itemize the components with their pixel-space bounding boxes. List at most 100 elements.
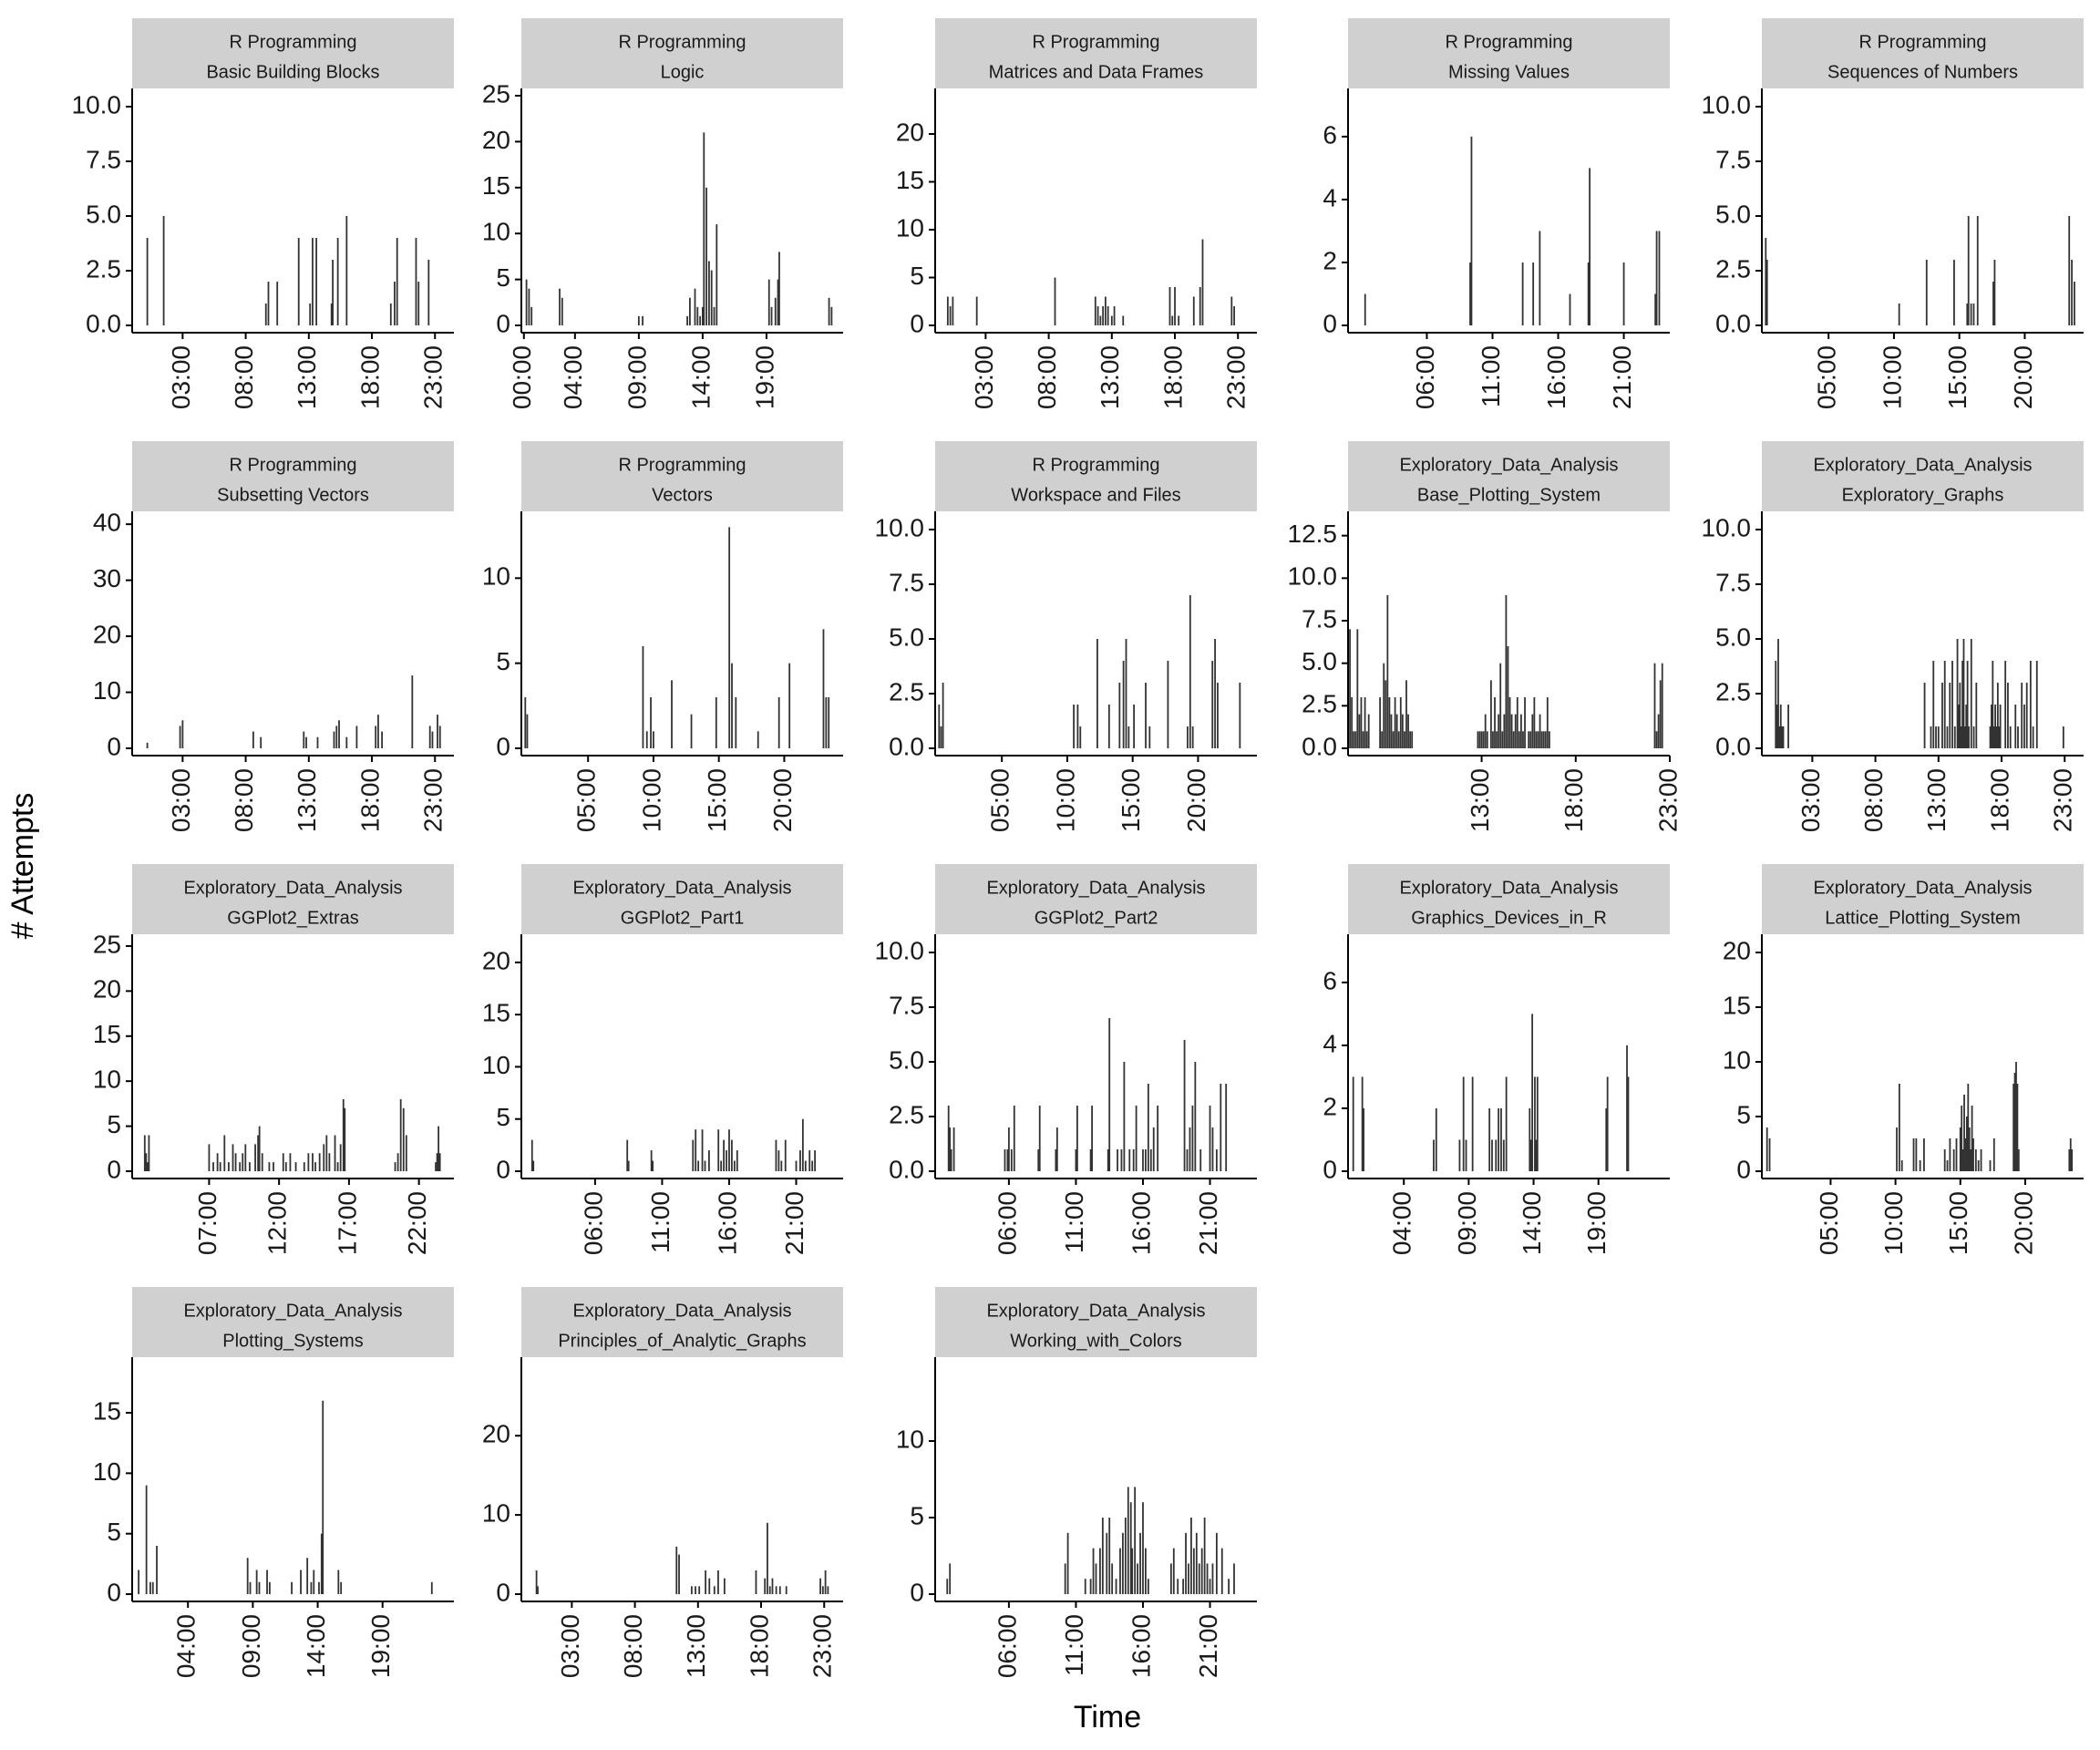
x-tick-label: 09:00 bbox=[1453, 1191, 1481, 1255]
bar bbox=[300, 1570, 302, 1594]
bar bbox=[728, 1129, 730, 1171]
strip-course-label: R Programming bbox=[229, 455, 356, 475]
bar bbox=[1125, 639, 1127, 748]
facet-panel: Exploratory_Data_Analysis GGPlot2_Extras 0… bbox=[93, 864, 454, 1255]
bar bbox=[1192, 1548, 1195, 1594]
facet-panel: R Programming Missing Values 0 2 4 6 06:00 11:0… bbox=[1323, 18, 1670, 409]
y-tick-label: 5 bbox=[1736, 1100, 1751, 1128]
x-tick-label: 20:00 bbox=[768, 768, 797, 832]
bar bbox=[708, 261, 710, 325]
bar bbox=[1142, 1502, 1144, 1594]
bar bbox=[344, 1107, 346, 1171]
bar bbox=[228, 1162, 230, 1171]
bar bbox=[381, 731, 383, 748]
y-tick-label: 10 bbox=[896, 213, 924, 242]
bar bbox=[1385, 680, 1387, 748]
facet-strip bbox=[521, 18, 843, 88]
bar bbox=[678, 1554, 680, 1594]
bar bbox=[318, 1153, 321, 1171]
x-tick-label: 08:00 bbox=[1033, 345, 1061, 409]
bar bbox=[1968, 1127, 1971, 1171]
bar bbox=[690, 714, 693, 748]
bar bbox=[1211, 661, 1214, 748]
bar bbox=[1171, 315, 1174, 325]
y-tick-label: 10 bbox=[482, 1498, 510, 1527]
bar bbox=[1139, 1532, 1141, 1594]
bar bbox=[713, 306, 715, 325]
bar bbox=[652, 1160, 654, 1171]
bar bbox=[780, 1160, 783, 1171]
bar bbox=[819, 1578, 821, 1594]
facet-strip bbox=[1762, 441, 2084, 511]
bar bbox=[767, 1522, 768, 1594]
y-tick-label: 0.0 bbox=[1715, 732, 1751, 760]
bar bbox=[1225, 1084, 1228, 1171]
bar bbox=[1992, 282, 1994, 325]
bar bbox=[1409, 731, 1412, 748]
bar bbox=[1898, 1084, 1900, 1171]
x-tick-label: 15:00 bbox=[1943, 345, 1971, 409]
bar bbox=[1659, 680, 1662, 748]
x-tick-label: 11:00 bbox=[646, 1191, 674, 1253]
bar bbox=[1782, 726, 1785, 748]
bar bbox=[1964, 1138, 1967, 1171]
bar bbox=[2017, 726, 2019, 748]
bar bbox=[1399, 697, 1402, 748]
bar bbox=[1458, 1139, 1461, 1171]
strip-lesson-label: Basic Building Blocks bbox=[206, 62, 379, 82]
bar bbox=[1089, 1579, 1092, 1594]
bar bbox=[2071, 260, 2073, 325]
bar bbox=[1970, 304, 1972, 325]
bar bbox=[1075, 1149, 1077, 1171]
bar bbox=[1404, 731, 1405, 748]
bar bbox=[1923, 683, 1926, 748]
bar bbox=[146, 1162, 149, 1171]
bar bbox=[1959, 1127, 1961, 1171]
bar bbox=[318, 1581, 320, 1594]
x-tick-label: 18:00 bbox=[745, 1614, 773, 1678]
bar bbox=[1123, 1062, 1126, 1171]
x-tick-label: 18:00 bbox=[1560, 768, 1588, 832]
bar bbox=[1514, 714, 1517, 748]
bar bbox=[1349, 629, 1351, 748]
y-tick-label: 6 bbox=[1323, 966, 1337, 994]
facet-strip bbox=[935, 18, 1257, 88]
bar bbox=[1488, 1107, 1491, 1171]
x-tick-label: 06:00 bbox=[579, 1191, 607, 1255]
bar bbox=[1200, 1548, 1203, 1594]
bar bbox=[1502, 1139, 1505, 1171]
y-tick-label: 0 bbox=[496, 309, 510, 337]
bar bbox=[389, 304, 392, 325]
bar bbox=[804, 1160, 807, 1171]
bar bbox=[814, 1150, 817, 1171]
strip-lesson-label: GGPlot2_Part2 bbox=[1035, 908, 1158, 928]
bar bbox=[156, 1545, 158, 1594]
bar bbox=[1135, 1106, 1138, 1171]
x-tick-label: 23:00 bbox=[1222, 345, 1251, 409]
y-tick-label: 4 bbox=[1323, 1029, 1337, 1057]
facet-strip bbox=[132, 441, 454, 511]
bar bbox=[1955, 1138, 1958, 1171]
bar bbox=[399, 1098, 402, 1171]
bar bbox=[336, 238, 339, 325]
bar bbox=[1147, 1579, 1149, 1594]
bar bbox=[775, 1139, 777, 1171]
y-tick-label: 0 bbox=[107, 732, 121, 760]
strip-lesson-label: Base_Plotting_System bbox=[1417, 485, 1601, 505]
x-tick-label: 10:00 bbox=[1051, 768, 1079, 832]
y-tick-label: 7.5 bbox=[1302, 604, 1337, 633]
bar bbox=[260, 736, 262, 748]
strip-lesson-label: Sequences of Numbers bbox=[1827, 62, 2018, 82]
bar bbox=[1168, 287, 1171, 325]
y-tick-label: 2.5 bbox=[889, 677, 924, 705]
y-tick-label: 10 bbox=[93, 676, 121, 705]
bar bbox=[1953, 260, 1955, 325]
x-axis-title: Time bbox=[1074, 1700, 1141, 1735]
bar bbox=[949, 1127, 952, 1171]
x-tick-label: 05:00 bbox=[1813, 345, 1841, 409]
y-tick-label: 7.5 bbox=[1715, 145, 1751, 173]
bar bbox=[645, 731, 648, 748]
bar bbox=[1627, 1076, 1630, 1171]
y-tick-label: 0.0 bbox=[86, 309, 121, 337]
